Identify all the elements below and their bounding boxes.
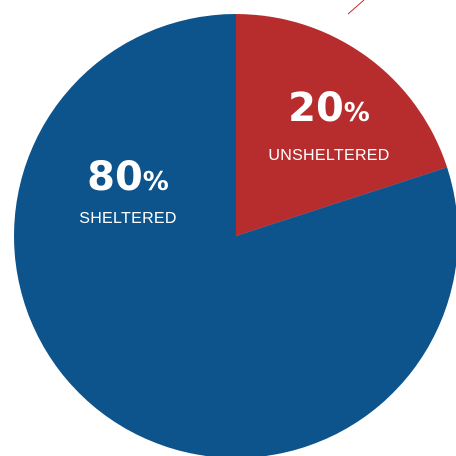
callout-line <box>347 0 365 15</box>
percent-sign: % <box>143 167 169 197</box>
pie-slice-sheltered <box>14 14 456 456</box>
slice-caption-unsheltered: UNSHELTERED <box>268 147 389 164</box>
pie-labels: 20% UNSHELTERED 80% SHELTERED <box>79 85 389 227</box>
percent-sign: % <box>344 98 370 128</box>
percent-value: 20 <box>288 85 344 131</box>
slice-caption-sheltered: SHELTERED <box>79 210 177 227</box>
pie-slices <box>14 14 456 456</box>
pie-slice-unsheltered <box>236 14 448 236</box>
slice-percent-sheltered: 80% <box>87 154 169 200</box>
slice-percent-unsheltered: 20% <box>288 85 370 131</box>
percent-value: 80 <box>87 154 143 200</box>
